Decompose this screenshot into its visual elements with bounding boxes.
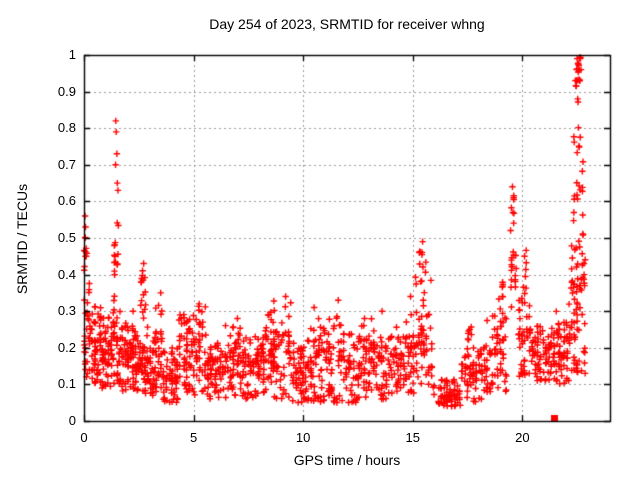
x-tick-label: 20	[515, 430, 530, 445]
y-tick-label: 0.3	[57, 303, 76, 319]
y-axis-label: SRMTID / TECUs	[14, 183, 30, 295]
y-tick-label: 1	[68, 47, 76, 62]
y-tick-label: 0.6	[57, 193, 76, 209]
x-axis-label: GPS time / hours	[293, 452, 401, 468]
y-tick-label: 0.2	[57, 339, 76, 355]
y-tick-label: 0.4	[57, 266, 76, 282]
y-tick-label: 0	[68, 413, 76, 428]
y-tick-label: 0.5	[57, 230, 76, 245]
x-tick-label: 10	[295, 430, 311, 445]
y-tick-label: 0.9	[57, 83, 76, 99]
y-tick-label: 0.8	[57, 120, 76, 136]
chart-title: Day 254 of 2023, SRMTID for receiver whn…	[209, 16, 485, 32]
x-tick-label: 15	[405, 430, 420, 445]
x-tick-label: 0	[80, 430, 88, 445]
y-tick-label: 0.1	[57, 376, 76, 392]
y-tick-label: 0.7	[57, 156, 76, 172]
x-tick-label: 5	[189, 430, 198, 445]
